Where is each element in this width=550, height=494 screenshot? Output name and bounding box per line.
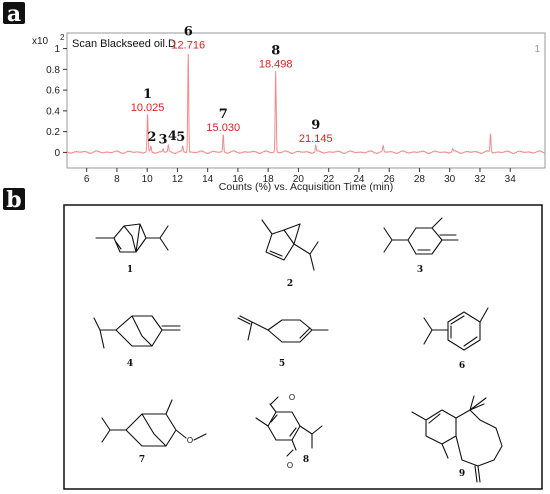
peak-number: 3 [159,132,168,147]
peak-number: 5 [176,130,185,145]
peak-retention-time: 15.030 [206,122,240,134]
x-axis-label: Counts (%) vs. Acquisition Time (min) [219,181,393,193]
peak-number: 7 [219,107,228,122]
structure-9-label: 9 [459,469,465,479]
y-tick-label: 0.2 [46,127,60,138]
y-axis: 0 0.2 0.4 0.6 0.8 1 [46,44,67,159]
peak-retention-time: 10.025 [131,102,165,114]
x-tick-label: 32 [474,174,486,185]
y-tick-label: 0 [54,148,60,159]
x-tick-label: 28 [414,174,426,185]
plot-frame [67,33,545,168]
peak-number: 8 [271,43,280,58]
peak-retention-time: 18.498 [259,58,293,70]
y-tick-label: 0.6 [46,86,60,97]
y-tick-label: 1 [54,44,60,55]
structure-2-label: 2 [287,279,293,289]
structure-7-oxygen: O [187,436,193,445]
peak-retention-time: 12.716 [171,40,205,52]
panel-label-a-text: a [7,1,21,27]
peak-retention-time: 21.145 [299,133,333,145]
x-tick-label: 14 [202,174,214,185]
y-tick-label: 0.8 [46,65,60,76]
peak-number: 2 [147,130,156,145]
structure-7-label: 7 [139,455,145,465]
panel-label-a: a [3,1,25,27]
y-multiplier: x10 [32,36,49,47]
structure-8-oxygen-top: O [289,393,295,402]
corner-label: 1 [534,44,540,55]
peak-number: 6 [184,25,193,40]
x-tick-label: 12 [172,174,184,185]
panel-label-b: b [3,187,25,213]
structures-frame [64,205,542,489]
structure-6-label: 6 [459,361,465,371]
structure-4-label: 4 [127,359,133,369]
x-tick-label: 10 [142,174,154,185]
y-tick-label: 0.4 [46,106,60,117]
structure-8-oxygen-bottom: O [287,461,293,470]
structure-8-label: 8 [303,455,309,465]
x-tick-label: 6 [84,174,90,185]
x-tick-label: 30 [444,174,456,185]
peak-number: 9 [311,118,320,133]
panel-label-b-text: b [6,187,21,213]
structure-5-label: 5 [279,359,285,369]
x-tick-label: 34 [505,174,517,185]
y-multiplier-exponent: 2 [60,33,65,42]
chart-title: Scan Blackseed oil.D [72,38,176,50]
x-tick-label: 8 [114,174,120,185]
structure-1-label: 1 [127,265,133,275]
peak-number: 1 [143,87,152,102]
structure-3-label: 3 [417,265,423,275]
